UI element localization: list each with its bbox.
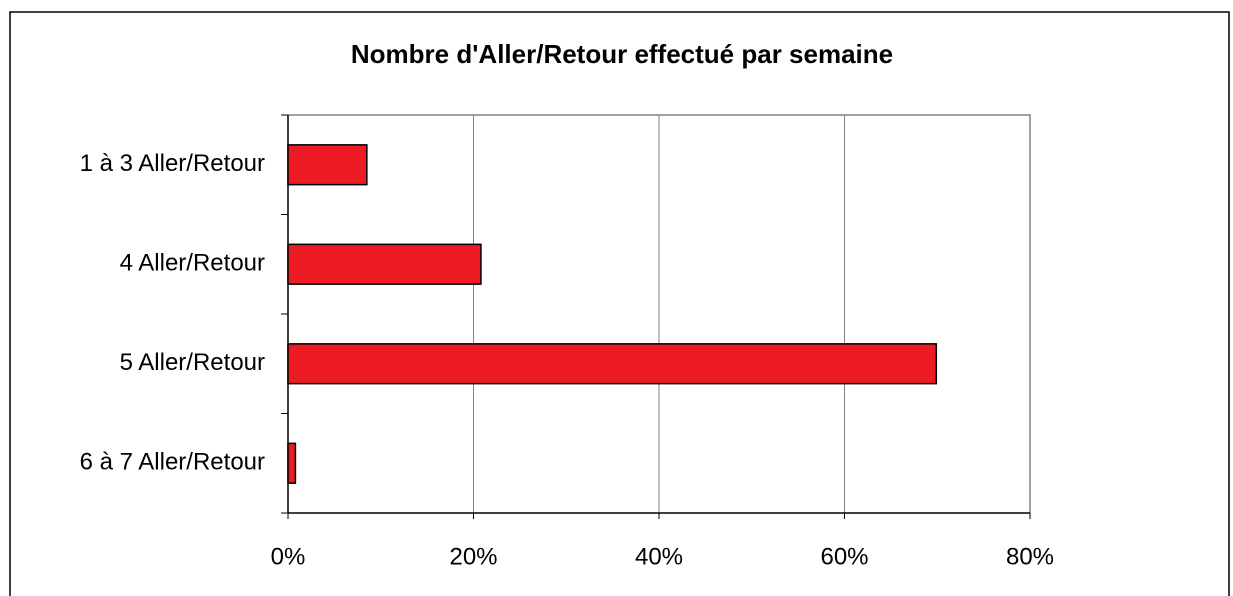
x-tick-label: 20% [449, 543, 497, 570]
x-tick-label: 0% [271, 543, 306, 570]
bar [287, 243, 482, 285]
x-tick-label: 80% [1006, 543, 1054, 570]
y-tick-label: 4 Aller/Retour [120, 250, 265, 277]
bar [287, 343, 938, 385]
y-tick-label: 1 à 3 Aller/Retour [80, 150, 265, 177]
y-tick-label: 6 à 7 Aller/Retour [80, 449, 265, 476]
chart-title: Nombre d'Aller/Retour effectué par semai… [351, 39, 893, 69]
y-tick-label: 5 Aller/Retour [120, 349, 265, 376]
bar [287, 442, 297, 484]
x-tick-label: 40% [635, 543, 683, 570]
x-tick-label: 60% [820, 543, 868, 570]
chart-border [9, 11, 1230, 596]
bar [287, 144, 368, 186]
